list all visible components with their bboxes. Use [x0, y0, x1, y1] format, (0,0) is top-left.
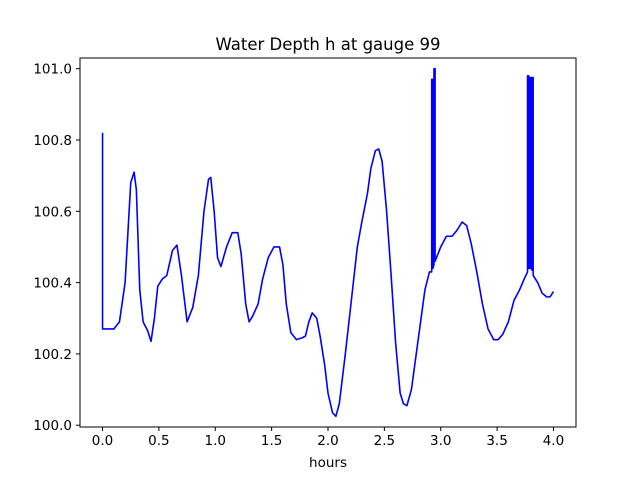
- x-tick-label: 4.0: [543, 433, 564, 449]
- y-tick-label: 100.2: [33, 347, 72, 363]
- x-tick-label: 3.0: [430, 433, 451, 449]
- x-tick-label: 2.0: [317, 433, 338, 449]
- x-axis-label: hours: [309, 455, 347, 471]
- plot-area-frame: [79, 57, 577, 428]
- chart-title: Water Depth h at gauge 99: [216, 35, 441, 54]
- x-tick-label: 1.5: [261, 433, 282, 449]
- data-series: [101, 67, 555, 418]
- y-tick-label: 100.6: [33, 204, 72, 220]
- x-tick-label: 0.0: [92, 433, 113, 449]
- x-tick-label: 3.5: [486, 433, 507, 449]
- x-tick-label: 1.0: [205, 433, 226, 449]
- y-tick-label: 101.0: [33, 62, 72, 78]
- series-line: [101, 67, 555, 418]
- axis-ticks: 0.0 0.5 1.0 1.5 2.0 2.5 3.0 3.5 4.0 100.0 100.2 100…: [33, 62, 564, 449]
- y-tick-label: 100.4: [33, 276, 72, 292]
- x-tick-label: 0.5: [148, 433, 169, 449]
- x-tick-label: 2.5: [374, 433, 395, 449]
- y-tick-label: 100.0: [33, 418, 72, 434]
- y-tick-label: 100.8: [33, 133, 72, 149]
